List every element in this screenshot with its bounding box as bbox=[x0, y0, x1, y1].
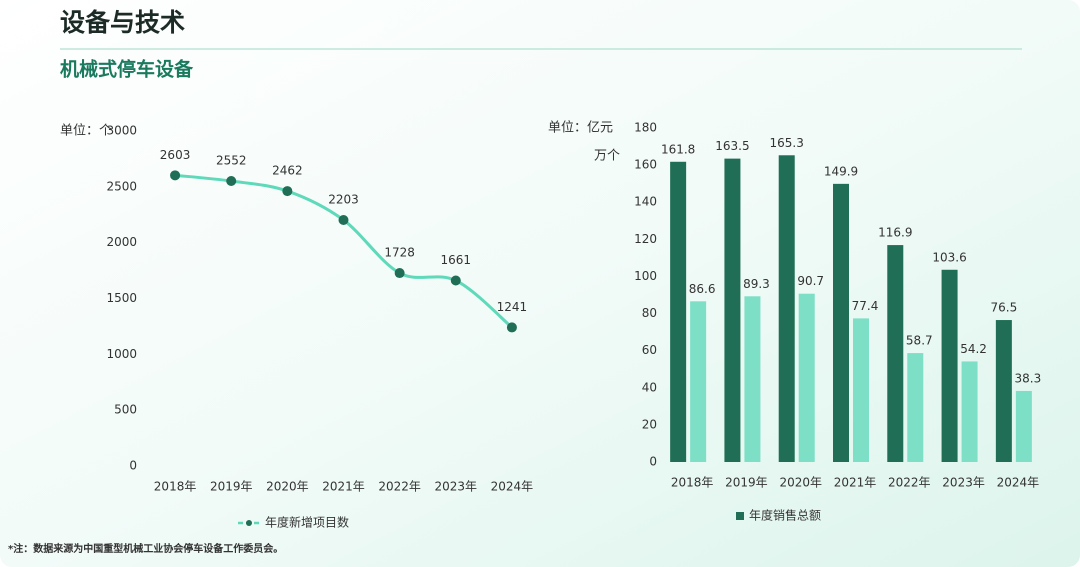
value-label: 163.5 bbox=[715, 139, 749, 153]
note: *注：数据来源为中国重型机械工业协会停车设备工作委员会。 bbox=[8, 542, 283, 555]
point bbox=[226, 176, 237, 187]
y-tick-label: 2500 bbox=[106, 179, 137, 193]
x-tick-label: 2022年 bbox=[888, 476, 931, 490]
y-tick-label: 120 bbox=[634, 232, 657, 246]
value-label: 38.3 bbox=[1014, 371, 1041, 385]
y-tick-label: 3000 bbox=[106, 124, 137, 138]
legend-label: 年度新增项目数 bbox=[265, 515, 349, 530]
legend-label: 年度销售总额 bbox=[749, 508, 821, 523]
y-tick-label: 40 bbox=[642, 380, 657, 394]
y-axis-label: 万个 bbox=[594, 149, 620, 164]
value-label: 1241 bbox=[497, 300, 528, 314]
y-tick-label: 100 bbox=[634, 269, 657, 283]
bar bbox=[941, 269, 958, 462]
y-tick-label: 1500 bbox=[106, 291, 137, 305]
bar bbox=[690, 301, 707, 462]
value-label: 90.7 bbox=[797, 274, 824, 288]
bar bbox=[744, 296, 761, 462]
bar bbox=[853, 318, 869, 462]
value-label: 89.3 bbox=[743, 277, 770, 291]
value-label: 58.7 bbox=[906, 334, 933, 348]
value-label: 86.6 bbox=[689, 282, 716, 296]
value-label: 1728 bbox=[384, 246, 415, 260]
x-tick-label: 2024年 bbox=[997, 476, 1040, 490]
x-tick-label: 2023年 bbox=[942, 476, 985, 490]
title: 设备与技术 bbox=[60, 8, 185, 37]
value-label: 76.5 bbox=[990, 301, 1017, 315]
value-label: 149.9 bbox=[824, 164, 858, 178]
y-tick-label: 0 bbox=[649, 455, 657, 469]
x-tick-label: 2018年 bbox=[671, 476, 714, 490]
y-axis-label: 单位：亿元 bbox=[548, 121, 613, 136]
bar bbox=[1015, 390, 1032, 462]
point bbox=[338, 214, 349, 225]
y-tick-label: 80 bbox=[642, 306, 657, 320]
x-tick-label: 2022年 bbox=[378, 480, 421, 494]
value-label: 77.4 bbox=[852, 299, 879, 313]
bar bbox=[798, 293, 815, 462]
point bbox=[282, 186, 293, 197]
point bbox=[450, 275, 461, 286]
bar bbox=[670, 161, 687, 462]
point bbox=[394, 268, 405, 279]
y-tick-label: 0 bbox=[129, 459, 137, 473]
y-axis-label: 单位：个 bbox=[60, 124, 112, 139]
bar bbox=[778, 155, 795, 462]
bar bbox=[833, 183, 849, 462]
value-label: 54.2 bbox=[960, 342, 987, 356]
point bbox=[506, 322, 517, 333]
bar bbox=[907, 353, 924, 462]
x-tick-label: 2019年 bbox=[725, 476, 768, 490]
x-tick-label: 2018年 bbox=[154, 480, 197, 494]
x-tick-label: 2021年 bbox=[322, 480, 365, 494]
bar bbox=[995, 320, 1012, 462]
value-label: 2203 bbox=[328, 192, 359, 206]
value-label: 165.3 bbox=[770, 136, 804, 150]
bar bbox=[887, 245, 904, 462]
value-label: 2462 bbox=[272, 164, 303, 178]
y-tick-label: 2000 bbox=[106, 235, 137, 249]
value-label: 1661 bbox=[441, 253, 472, 267]
legend-marker bbox=[736, 512, 744, 520]
y-tick-label: 20 bbox=[642, 417, 657, 431]
value-label: 103.6 bbox=[932, 250, 966, 264]
y-tick-label: 180 bbox=[634, 121, 657, 135]
x-tick-label: 2019年 bbox=[210, 480, 253, 494]
value-label: 116.9 bbox=[878, 226, 912, 240]
x-tick-label: 2020年 bbox=[779, 476, 822, 490]
bar bbox=[961, 361, 978, 462]
point bbox=[170, 170, 181, 181]
x-tick-label: 2023年 bbox=[435, 480, 478, 494]
y-tick-label: 1000 bbox=[106, 347, 137, 361]
y-tick-label: 60 bbox=[642, 343, 657, 357]
legend-marker bbox=[246, 520, 252, 526]
x-tick-label: 2021年 bbox=[834, 476, 877, 490]
x-tick-label: 2024年 bbox=[491, 480, 534, 494]
value-label: 2552 bbox=[216, 154, 247, 168]
value-label: 2603 bbox=[160, 148, 191, 162]
y-tick-label: 160 bbox=[634, 158, 657, 172]
x-tick-label: 2020年 bbox=[266, 480, 309, 494]
subtitle: 机械式停车设备 bbox=[60, 58, 194, 81]
y-tick-label: 500 bbox=[114, 403, 137, 417]
value-label: 161.8 bbox=[661, 142, 695, 156]
bar bbox=[724, 158, 741, 462]
y-tick-label: 140 bbox=[634, 195, 657, 209]
